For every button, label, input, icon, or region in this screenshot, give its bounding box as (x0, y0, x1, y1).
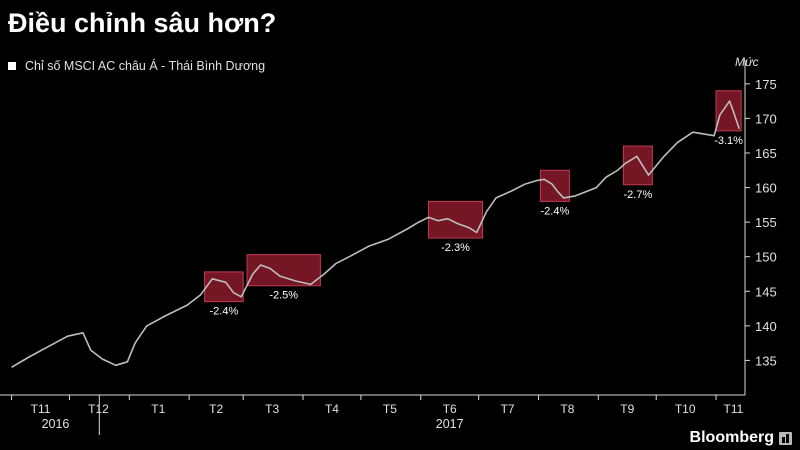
x-tick-label-3: T1 (151, 402, 165, 416)
y-tick-label-140: 140 (755, 319, 777, 334)
year-label-2017: 2017 (436, 417, 464, 431)
highlight-label-5: -2.7% (624, 189, 653, 201)
legend-swatch (8, 62, 16, 70)
y-tick-label-135: 135 (755, 353, 777, 368)
highlight-box-4 (539, 169, 570, 202)
legend: Chỉ số MSCI AC châu Á - Thái Bình Dương (8, 59, 265, 73)
y-tick-label-145: 145 (755, 284, 777, 299)
brand-name: Bloomberg (689, 429, 774, 446)
highlight-box-1 (204, 271, 244, 303)
year-label-2016: 2016 (42, 417, 70, 431)
highlight-label-6: -3.1% (714, 135, 743, 147)
x-tick-label-9: T7 (501, 402, 515, 416)
x-tick-label-7: T5 (383, 402, 397, 416)
legend-label: Chỉ số MSCI AC châu Á - Thái Bình Dương (25, 59, 266, 73)
x-tick-label-10: T8 (560, 402, 574, 416)
y-tick-label-170: 170 (755, 111, 777, 126)
highlight-label-1: -2.4% (210, 306, 239, 318)
highlight-label-3: -2.3% (441, 242, 470, 254)
highlight-box-2 (246, 254, 321, 287)
y-tick-label-160: 160 (755, 181, 777, 196)
y-tick-label-155: 155 (755, 215, 777, 230)
brand-logo: Bloomberg (690, 429, 792, 447)
x-tick-label-11: T9 (620, 402, 634, 416)
highlight-box-5 (622, 145, 653, 186)
y-tick-label-165: 165 (755, 146, 777, 161)
series-line (11, 100, 740, 368)
highlight-label-4: -2.4% (541, 205, 570, 217)
bar-chart-icon (779, 431, 792, 445)
x-tick-label-2: T12 (88, 402, 109, 416)
x-tick-label-1: T11 (31, 402, 51, 416)
x-tick-label-13: T11 (724, 402, 744, 416)
chart-title: Điều chỉnh sâu hơn? (8, 8, 277, 38)
y-tick-label-175: 175 (755, 77, 777, 92)
highlight-label-2: -2.5% (269, 290, 298, 302)
y-axis-unit-label: Mức (735, 55, 759, 69)
x-tick-label-6: T4 (325, 402, 339, 416)
y-tick-label-150: 150 (755, 250, 777, 265)
x-tick-label-4: T2 (209, 402, 223, 416)
x-tick-label-12: T10 (675, 402, 696, 416)
x-tick-label-5: T3 (265, 402, 279, 416)
x-tick-label-8: T6 (443, 402, 457, 416)
